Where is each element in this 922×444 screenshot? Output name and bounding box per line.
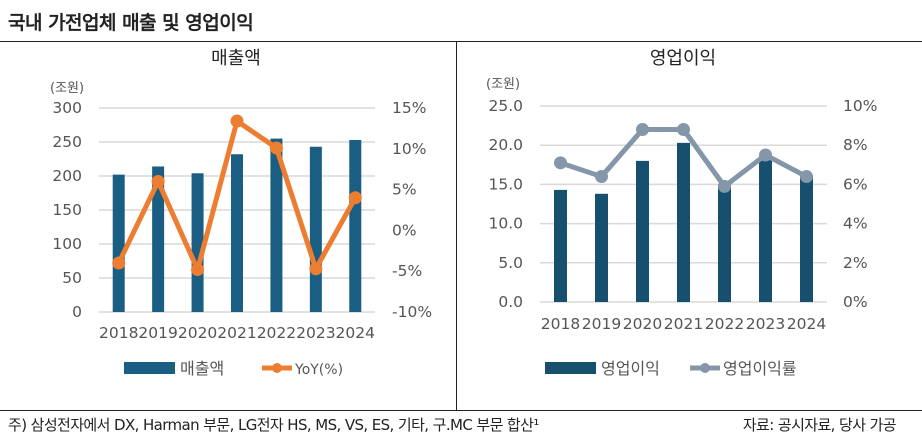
y-tick-label: 300 xyxy=(52,99,82,117)
legend-line-label: YoY(%) xyxy=(294,362,343,378)
y-axis-unit-label: (조원) xyxy=(486,77,520,92)
y2-tick-label: 10% xyxy=(843,97,877,115)
line-point-2020 xyxy=(191,263,205,277)
y-tick-label: 50 xyxy=(62,269,82,287)
line-point-2018 xyxy=(554,156,567,170)
y-tick-label: 0 xyxy=(72,303,82,321)
y2-tick-label: 0% xyxy=(392,221,417,239)
chart-title: 매출액 xyxy=(211,48,261,69)
x-tick-label: 2024 xyxy=(336,324,375,342)
y-tick-label: 25.0 xyxy=(488,97,523,115)
line-point-2024 xyxy=(348,191,362,205)
legend-bar-swatch xyxy=(545,362,596,374)
x-tick-label: 2021 xyxy=(664,315,703,333)
legend-line-marker xyxy=(700,363,710,373)
source-note: 자료: 공시자료, 당사 가공 xyxy=(742,416,897,434)
x-tick-label: 2024 xyxy=(787,315,826,333)
bar-2021 xyxy=(231,154,243,312)
legend-line-label: 영업이익률 xyxy=(723,359,797,378)
x-tick-label: 2018 xyxy=(541,315,580,333)
line-point-2019 xyxy=(151,174,165,188)
y2-tick-label: 2% xyxy=(843,254,868,272)
y2-tick-label: 15% xyxy=(392,99,426,117)
y2-tick-label: -10% xyxy=(392,303,432,321)
bar-2020 xyxy=(191,173,204,312)
chart-divider xyxy=(456,41,457,410)
page-title: 국내 가전업체 매출 및 영업이익 xyxy=(8,12,254,34)
x-tick-label: 2022 xyxy=(705,315,744,333)
x-tick-label: 2023 xyxy=(746,315,785,333)
y-tick-label: 10.0 xyxy=(488,215,523,233)
line-point-2020 xyxy=(636,123,649,137)
x-tick-label: 2019 xyxy=(138,324,177,342)
bar-2022 xyxy=(718,184,731,302)
y-tick-label: 15.0 xyxy=(488,175,523,193)
bar-2018 xyxy=(554,189,567,302)
footnote: 주) 삼성전자에서 DX, Harman 부문, LG전자 HS, MS, VS… xyxy=(8,416,539,434)
y-tick-label: 20.0 xyxy=(488,136,523,154)
y-tick-label: 0.0 xyxy=(498,293,523,311)
y2-tick-label: 10% xyxy=(392,140,426,158)
bar-2022 xyxy=(270,138,283,312)
legend-line-marker xyxy=(272,363,282,373)
bottom-rule xyxy=(0,410,922,411)
y2-tick-label: 0% xyxy=(843,293,868,311)
y2-tick-label: 6% xyxy=(843,175,868,193)
y-tick-label: 200 xyxy=(52,167,82,185)
x-tick-label: 2021 xyxy=(217,324,256,342)
legend-bar-swatch xyxy=(124,362,175,374)
legend-bar-label: 영업이익 xyxy=(601,359,660,378)
top-rule xyxy=(0,41,922,42)
x-tick-label: 2018 xyxy=(99,324,138,342)
chart-title: 영업이익 xyxy=(650,48,716,69)
line-point-2024 xyxy=(800,170,813,184)
line-point-2021 xyxy=(677,123,690,137)
y-tick-label: 150 xyxy=(52,201,82,219)
y-tick-label: 5.0 xyxy=(498,254,523,272)
line-point-2021 xyxy=(230,114,244,128)
legend-bar-label: 매출액 xyxy=(180,359,224,378)
x-tick-label: 2023 xyxy=(296,324,335,342)
y2-tick-label: -5% xyxy=(392,262,422,280)
y-axis-unit-label: (조원) xyxy=(50,81,84,96)
y2-tick-label: 5% xyxy=(392,181,417,199)
line-point-2023 xyxy=(309,262,323,276)
line-point-2022 xyxy=(718,179,731,193)
line-point-2019 xyxy=(595,170,608,184)
bar-2024 xyxy=(800,174,813,302)
y-tick-label: 250 xyxy=(52,133,82,151)
y-tick-label: 100 xyxy=(52,235,82,253)
x-tick-label: 2019 xyxy=(582,315,621,333)
y2-tick-label: 4% xyxy=(843,215,868,233)
bar-2023 xyxy=(759,159,772,302)
bar-2019 xyxy=(152,166,165,312)
bar-2024 xyxy=(349,139,362,312)
bar-2019 xyxy=(595,193,608,302)
x-tick-label: 2020 xyxy=(623,315,662,333)
bar-2020 xyxy=(636,160,649,302)
x-tick-label: 2022 xyxy=(257,324,296,342)
bar-2018 xyxy=(112,174,125,312)
line-point-2018 xyxy=(112,256,126,270)
x-tick-label: 2020 xyxy=(178,324,217,342)
line-point-2022 xyxy=(269,141,283,155)
bar-2023 xyxy=(309,146,322,312)
line-point-2023 xyxy=(759,148,772,162)
y2-tick-label: 8% xyxy=(843,136,868,154)
bar-2021 xyxy=(677,142,690,302)
